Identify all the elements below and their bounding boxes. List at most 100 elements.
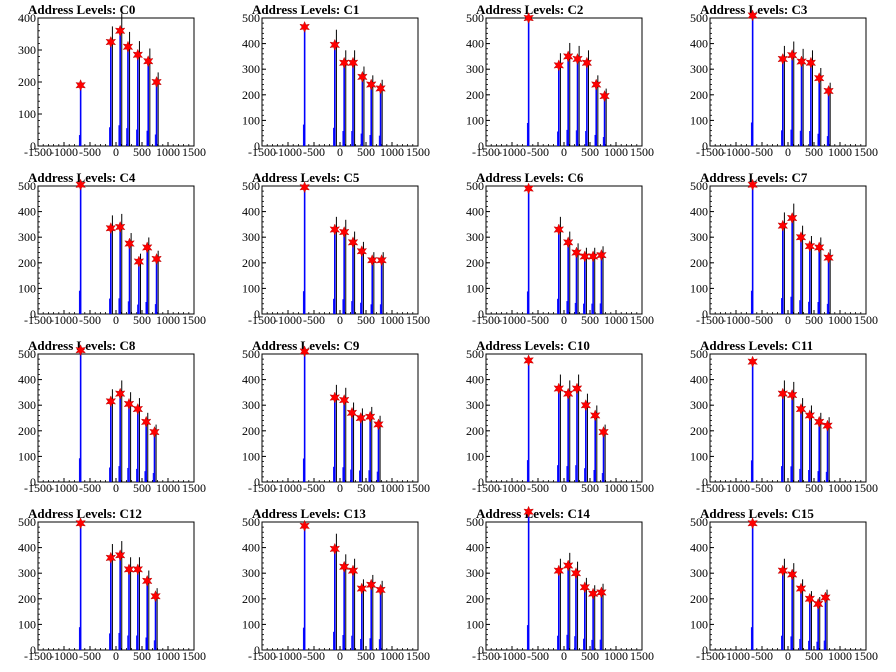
x-tick-label: -1000 [498, 649, 526, 663]
x-tick-label: 0 [785, 649, 791, 663]
peak-star-marker [571, 382, 583, 395]
chart-title: Address Levels: C12 [28, 506, 142, 521]
peak-star-marker [356, 582, 368, 595]
y-tick-label: 100 [466, 113, 484, 127]
y-tick-label: 200 [242, 256, 260, 270]
peak-star-marker [347, 56, 359, 69]
peak-star-marker [299, 345, 310, 358]
y-tick-label: 100 [466, 449, 484, 463]
y-tick-label: 500 [690, 11, 708, 25]
peak-star-marker [105, 35, 117, 49]
peak-star-marker [364, 410, 376, 423]
peak-star-marker [346, 406, 358, 419]
chart-svg: Address Levels: C14 0 100 200 300 400 500 -1500… [466, 505, 654, 663]
x-tick-label: 1500 [406, 145, 430, 159]
y-tick-label: 400 [466, 373, 484, 387]
y-tick-label: 400 [242, 37, 260, 51]
chart-svg: Address Levels: C40100200300400500-1500-… [18, 170, 206, 327]
chart-title: Address Levels: C5 [252, 170, 360, 185]
x-tick-label: -500 [79, 481, 101, 495]
peak-star-marker [587, 587, 599, 600]
chart-title: Address Levels: C9 [252, 338, 360, 353]
y-tick-label: 200 [242, 592, 260, 606]
peak-star-marker [123, 397, 135, 410]
x-tick-label: 1500 [630, 313, 654, 327]
y-tick-label: 100 [242, 281, 260, 295]
y-tick-label: 0 [702, 475, 708, 489]
plot-frame [485, 521, 643, 651]
y-tick-label: 500 [690, 515, 708, 529]
peak-star-marker [786, 388, 798, 402]
peak-star-marker [140, 415, 152, 428]
y-tick-label: 100 [690, 617, 708, 631]
chart-title: Address Levels: C3 [700, 2, 808, 17]
x-tick-label: -1000 [722, 649, 750, 663]
x-tick-label: 1000 [156, 313, 180, 327]
x-tick-label: 1500 [630, 481, 654, 495]
y-tick-label: 0 [30, 139, 36, 153]
y-tick-label: 0 [478, 307, 484, 321]
x-tick-label: 1500 [406, 649, 430, 663]
peak-star-marker [589, 409, 601, 422]
peak-star-marker [124, 237, 135, 250]
x-tick-label: 0 [337, 145, 343, 159]
peak-star-marker [596, 586, 607, 599]
chart-panel: Address Levels: C6 0 100 200 300 400 500 -1500-… [448, 168, 672, 336]
peak-star-marker [598, 426, 609, 439]
x-tick-label: 1000 [380, 313, 404, 327]
peak-star-marker [786, 211, 798, 225]
plot-frame [709, 353, 867, 483]
chart-title: Address Levels: C8 [28, 338, 136, 353]
y-tick-label: 300 [242, 230, 260, 244]
x-tick-label: 0 [113, 313, 119, 327]
peak-star-marker [114, 549, 126, 562]
x-tick-label: 1000 [828, 649, 852, 663]
y-tick-label: 300 [466, 398, 484, 412]
chart-svg: Address Levels: C11 0 100 200 300 400 500 -1500… [690, 338, 878, 495]
peak-star-marker [562, 559, 574, 572]
peak-star-marker [562, 387, 574, 400]
x-tick-label: -1500 [472, 313, 500, 327]
x-tick-label: 0 [561, 481, 567, 495]
peak-star-marker [553, 564, 565, 577]
x-tick-label: 1000 [828, 481, 852, 495]
y-tick-label: 300 [466, 230, 484, 244]
x-tick-label: -500 [303, 313, 325, 327]
peak-star-marker [338, 56, 350, 69]
plot-frame [709, 185, 867, 315]
peak-star-marker [823, 251, 834, 264]
x-tick-label: -1500 [24, 649, 52, 663]
y-tick-label: 400 [242, 541, 260, 555]
plot-frame [37, 17, 195, 147]
x-tick-label: 0 [337, 481, 343, 495]
peak-star-marker [338, 226, 350, 239]
x-tick-label: 1500 [406, 313, 430, 327]
chart-title: Address Levels: C1 [252, 2, 359, 17]
peak-star-marker [141, 574, 153, 587]
y-tick-label: 400 [466, 37, 484, 51]
x-tick-label: 0 [113, 481, 119, 495]
peak-star-marker [747, 178, 758, 191]
peak-star-marker [347, 564, 359, 577]
peak-star-marker [122, 40, 134, 53]
y-tick-label: 300 [242, 566, 260, 580]
x-tick-label: 1000 [156, 145, 180, 159]
chart-svg: Address Levels: C15 0 100 200 300 400 500 -1500… [690, 506, 878, 663]
peak-star-marker [562, 50, 574, 63]
x-tick-label: -1000 [50, 313, 78, 327]
x-tick-label: -1000 [498, 313, 526, 327]
peak-star-marker [143, 55, 154, 68]
x-tick-label: -500 [303, 145, 325, 159]
y-tick-label: 0 [254, 307, 260, 321]
chart-title: Address Levels: C6 [476, 170, 584, 185]
y-tick-label: 0 [702, 307, 708, 321]
x-tick-label: -1500 [696, 145, 724, 159]
x-tick-label: 500 [133, 313, 151, 327]
y-tick-label: 400 [690, 541, 708, 555]
peak-star-marker [596, 249, 607, 262]
x-tick-label: -1000 [722, 145, 750, 159]
peak-star-marker [132, 48, 144, 61]
chart-panel: Address Levels: C14 0 100 200 300 400 500 -1500… [448, 504, 672, 672]
x-tick-label: 1000 [156, 649, 180, 663]
x-tick-label: -500 [751, 313, 773, 327]
